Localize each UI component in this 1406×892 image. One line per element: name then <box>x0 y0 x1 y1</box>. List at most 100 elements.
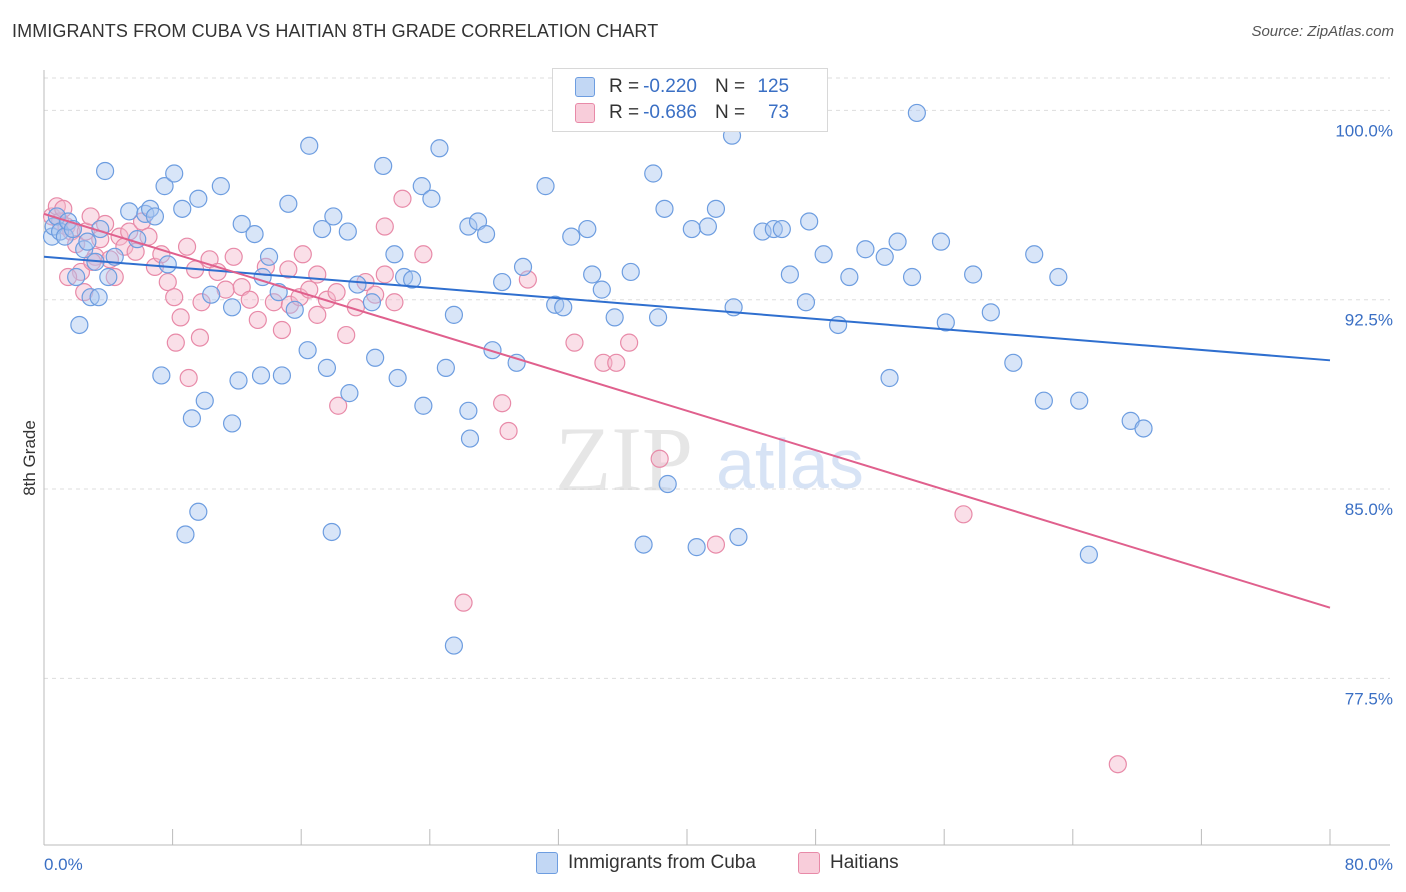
haiti-point <box>248 310 267 330</box>
haiti-point <box>280 295 300 314</box>
cuba-point <box>507 353 526 372</box>
cuba-point <box>67 267 86 287</box>
cuba-point <box>105 247 124 266</box>
cuba-point <box>655 199 674 218</box>
cuba-point <box>621 262 640 282</box>
haiti-point <box>329 396 348 415</box>
cuba-point <box>47 207 66 226</box>
cuba-point <box>388 368 407 388</box>
cuba-point <box>444 305 464 324</box>
y-tick-label: 92.5% <box>1345 311 1393 330</box>
bottom-legend-swatch-cuba <box>536 852 558 874</box>
cuba-point <box>444 636 464 655</box>
haiti-point <box>1108 755 1127 774</box>
cuba-point <box>578 219 597 239</box>
haiti-point <box>105 267 124 287</box>
cuba-point <box>1034 391 1053 410</box>
haiti-point <box>594 353 613 372</box>
haiti-point <box>706 535 726 554</box>
legend-swatch-haiti <box>575 103 595 123</box>
cuba-point <box>644 164 663 183</box>
cuba-point <box>317 358 337 377</box>
cuba-point <box>95 161 115 181</box>
haiti-point <box>272 320 292 340</box>
cuba-point <box>251 366 271 385</box>
cuba-point <box>78 232 97 251</box>
legend-row-haiti: R = -0.686 N = 73 <box>575 101 789 125</box>
cuba-point <box>658 474 677 494</box>
cuba-point <box>403 270 422 289</box>
cuba-point <box>165 164 184 183</box>
cuba-point <box>902 267 922 287</box>
x-tick-label: 0.0% <box>44 855 83 874</box>
series-immigrants-from-cuba <box>42 103 1153 655</box>
cuba-point <box>856 240 875 259</box>
cuba-point <box>554 298 573 317</box>
cuba-point <box>340 384 359 403</box>
haiti-point <box>166 333 185 352</box>
cuba-point <box>698 217 717 236</box>
cuba-point <box>687 538 706 557</box>
cuba-point <box>964 265 983 284</box>
cuba-point <box>366 348 385 367</box>
cuba-point <box>120 202 139 221</box>
watermark-zip: ZIP <box>555 408 693 510</box>
haiti-point <box>240 290 259 309</box>
legend-r-value: -0.686 <box>643 102 697 123</box>
cuba-point <box>1049 267 1068 287</box>
cuba-point <box>936 313 955 332</box>
cuba-point <box>272 366 292 385</box>
haiti-point <box>224 247 243 266</box>
cuba-point <box>648 308 668 327</box>
y-tick-label: 85.0% <box>1345 500 1393 519</box>
cuba-point <box>493 272 512 292</box>
cuba-point <box>324 207 343 226</box>
haiti-point <box>650 449 669 468</box>
haiti-point <box>179 368 198 388</box>
legend-n-value: 125 <box>757 76 790 97</box>
haiti-point <box>620 333 639 352</box>
cuba-point <box>202 285 221 304</box>
cuba-point <box>1025 245 1044 264</box>
haiti-point <box>177 237 197 256</box>
haiti-point <box>375 217 394 236</box>
cuba-point <box>981 303 1000 322</box>
cuba-point <box>780 265 799 284</box>
cuba-point <box>634 535 653 554</box>
bottom-legend-haiti: Haitians <box>798 852 899 874</box>
haiti-point <box>158 272 177 292</box>
cuba-point <box>729 527 748 547</box>
cuba-point <box>605 308 624 327</box>
haiti-point <box>100 250 120 269</box>
haiti-point <box>454 593 473 612</box>
x-tick-label: 80.0% <box>1345 855 1393 874</box>
cuba-point <box>706 199 726 218</box>
watermark: ZIP atlas <box>555 408 864 510</box>
cuba-point <box>173 199 192 218</box>
cuba-point <box>152 366 171 385</box>
legend-n-label: N = <box>714 76 746 97</box>
cuba-point <box>195 391 214 410</box>
cuba-point <box>322 522 341 542</box>
haiti-point <box>607 353 626 372</box>
y-tick-label: 77.5% <box>1345 689 1393 708</box>
legend-row-cuba: R = -0.220 N = 125 <box>575 75 789 99</box>
cuba-point <box>189 189 208 208</box>
cuba-point <box>182 409 201 428</box>
haiti-point <box>190 328 210 347</box>
cuba-point <box>385 245 404 264</box>
cuba-point <box>145 207 165 226</box>
cuba-point <box>562 227 581 246</box>
cuba-point <box>1079 545 1098 564</box>
cuba-point <box>513 257 533 277</box>
cuba-point <box>772 219 791 239</box>
cuba-point <box>436 358 455 377</box>
cuba-point <box>682 219 701 239</box>
legend-r-label: R = <box>609 76 640 97</box>
cuba-point <box>300 136 319 155</box>
haiti-point <box>308 265 327 284</box>
cuba-point <box>99 267 118 287</box>
cuba-point <box>888 232 907 251</box>
cuba-point <box>459 217 478 236</box>
